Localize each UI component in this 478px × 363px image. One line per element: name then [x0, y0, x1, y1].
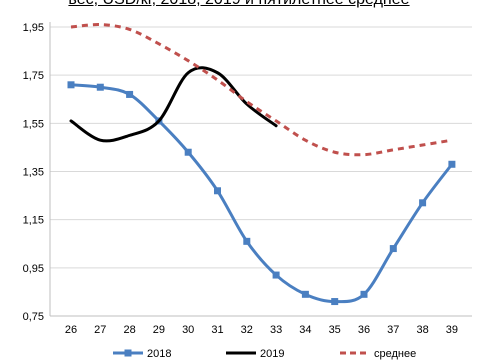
- y-tick-label: 1,15: [23, 215, 44, 227]
- x-tick-label: 32: [241, 324, 253, 336]
- x-tick-label: 38: [416, 324, 428, 336]
- data-point: [331, 298, 339, 306]
- data-point: [243, 237, 251, 245]
- chart-title: вес, USD/кг, 2018, 2019 и пятилетнее сре…: [0, 0, 478, 11]
- data-point: [301, 290, 309, 298]
- y-tick-label: 0,95: [23, 263, 44, 275]
- legend-label-среднее: среднее: [374, 348, 416, 360]
- data-point: [214, 187, 221, 195]
- x-tick-label: 35: [329, 324, 341, 336]
- y-tick-label: 1,75: [23, 70, 44, 82]
- x-tick-label: 29: [153, 324, 165, 336]
- x-tick-label: 39: [446, 324, 458, 336]
- y-tick-label: 1,95: [23, 22, 44, 34]
- data-point: [360, 290, 368, 298]
- y-tick-label: 1,35: [23, 167, 44, 179]
- x-tick-label: 27: [94, 324, 106, 336]
- x-tick-label: 34: [299, 324, 311, 336]
- x-tick-label: 28: [123, 324, 135, 336]
- data-point: [419, 199, 427, 207]
- data-point: [448, 160, 456, 168]
- legend: 2018 2019 среднее: [113, 348, 416, 360]
- x-tick-label: 30: [182, 324, 194, 336]
- x-axis-ticks: 26 27 28 29 30 31 32 33 34 35 36 37 38 39: [65, 324, 458, 336]
- x-tick-label: 26: [65, 324, 77, 336]
- legend-label-2018: 2018: [147, 348, 171, 360]
- series-group: [67, 23, 456, 306]
- legend-label-2019: 2019: [260, 348, 284, 360]
- data-point: [272, 271, 280, 279]
- x-tick-label: 31: [211, 324, 223, 336]
- data-point: [67, 81, 75, 89]
- data-point: [184, 148, 192, 156]
- data-point: [96, 83, 104, 91]
- x-tick-label: 33: [270, 324, 282, 336]
- series-line-среднее: [70, 23, 453, 157]
- x-tick-label: 37: [387, 324, 399, 336]
- data-point: [389, 245, 397, 253]
- y-tick-label: 0,75: [23, 311, 44, 323]
- x-tick-label: 36: [358, 324, 370, 336]
- axes: [49, 22, 472, 317]
- y-tick-label: 1,55: [23, 118, 44, 130]
- series-line-2019: [69, 66, 278, 143]
- legend-marker: [124, 349, 132, 357]
- y-axis-ticks: 1,95 1,75 1,55 1,35 1,15 0,95 0,75: [23, 22, 44, 323]
- data-point: [126, 90, 134, 98]
- grid-lines: [50, 26, 472, 317]
